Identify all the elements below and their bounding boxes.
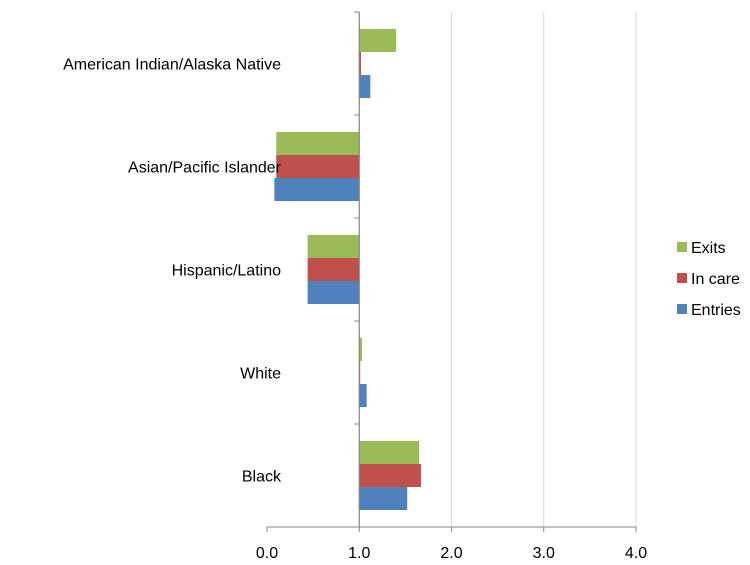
legend-swatch-entries	[677, 304, 687, 314]
bar-exits-white	[359, 338, 363, 361]
category-label: Black	[242, 469, 282, 486]
category-label: White	[240, 366, 281, 383]
category-label: American Indian/Alaska Native	[63, 57, 281, 74]
legend-swatch-in-care	[677, 273, 687, 283]
bars	[274, 29, 422, 510]
bar-exits-black	[359, 441, 420, 464]
x-tick-label: 1.0	[348, 545, 370, 562]
bar-in-care-hispanic-latino	[307, 258, 360, 281]
x-tick-label: 2.0	[440, 545, 462, 562]
bar-exits-american-indian-alaska-native	[359, 29, 397, 52]
bar-exits-hispanic-latino	[307, 235, 360, 258]
legend: Exits In care Entries	[677, 240, 741, 319]
bar-in-care-black	[359, 464, 422, 487]
x-tick-label: 0.0	[256, 545, 278, 562]
bar-exits-asian-pacific-islander	[276, 132, 360, 155]
axes	[266, 11, 637, 532]
legend-label-exits: Exits	[691, 240, 726, 257]
x-tick-label: 4.0	[625, 545, 647, 562]
category-label: Hispanic/Latino	[172, 263, 282, 280]
bar-in-care-asian-pacific-islander	[276, 155, 360, 178]
tick-labels: 0.0 1.0 2.0 3.0 4.0	[256, 545, 647, 562]
category-labels: American Indian/Alaska Native Asian/Pacif…	[63, 57, 282, 486]
bar-entries-white	[359, 384, 367, 407]
bar-entries-black	[359, 487, 408, 510]
bar-in-care-american-indian-alaska-native	[359, 52, 362, 75]
bar-entries-hispanic-latino	[307, 281, 360, 304]
bar-entries-american-indian-alaska-native	[359, 75, 371, 98]
x-tick-label: 3.0	[533, 545, 555, 562]
legend-label-entries: Entries	[691, 302, 741, 319]
legend-label-in-care: In care	[691, 271, 740, 288]
category-label: Asian/Pacific Islander	[128, 160, 282, 177]
legend-swatch-exits	[677, 242, 687, 252]
bar-entries-asian-pacific-islander	[274, 178, 360, 201]
